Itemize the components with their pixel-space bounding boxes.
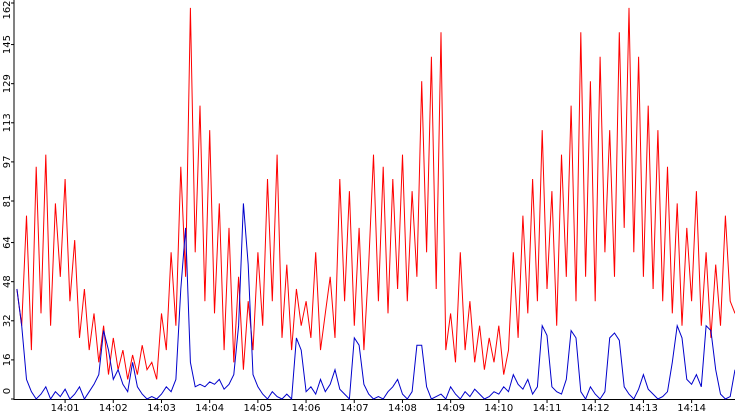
x-tick-label: 14:03 — [147, 403, 176, 414]
y-tick-label: 48 — [2, 275, 13, 288]
x-tick-label: 14:12 — [581, 403, 610, 414]
y-tick-label: 64 — [2, 236, 13, 249]
series-line — [16, 7, 735, 380]
y-tick-label: 113 — [2, 113, 13, 132]
x-tick-label: 14:08 — [388, 403, 417, 414]
y-tick-label: 162 — [2, 0, 13, 19]
x-tick-label: 14:02 — [99, 403, 128, 414]
y-tick-label: 32 — [2, 314, 13, 327]
series-line — [16, 203, 735, 401]
x-tick-label: 14:06 — [292, 403, 321, 414]
x-tick-label: 14:13 — [629, 403, 658, 414]
y-tick-label: 81 — [2, 195, 13, 208]
y-tick-label: 129 — [2, 74, 13, 93]
x-tick-label: 14:09 — [436, 403, 465, 414]
x-tick-label: 14:01 — [51, 403, 80, 414]
y-tick-label: 0 — [2, 388, 13, 394]
x-tick-label: 14:14 — [677, 403, 706, 414]
x-tick-label: 14:10 — [484, 403, 513, 414]
y-tick-label: 97 — [2, 156, 13, 169]
y-tick-label: 16 — [2, 354, 13, 367]
x-tick-label: 14:11 — [533, 403, 562, 414]
x-tick-label: 14:05 — [243, 403, 272, 414]
x-tick-label: 14:07 — [340, 403, 369, 414]
x-tick-label: 14:04 — [195, 403, 224, 414]
y-tick-label: 145 — [2, 35, 13, 54]
